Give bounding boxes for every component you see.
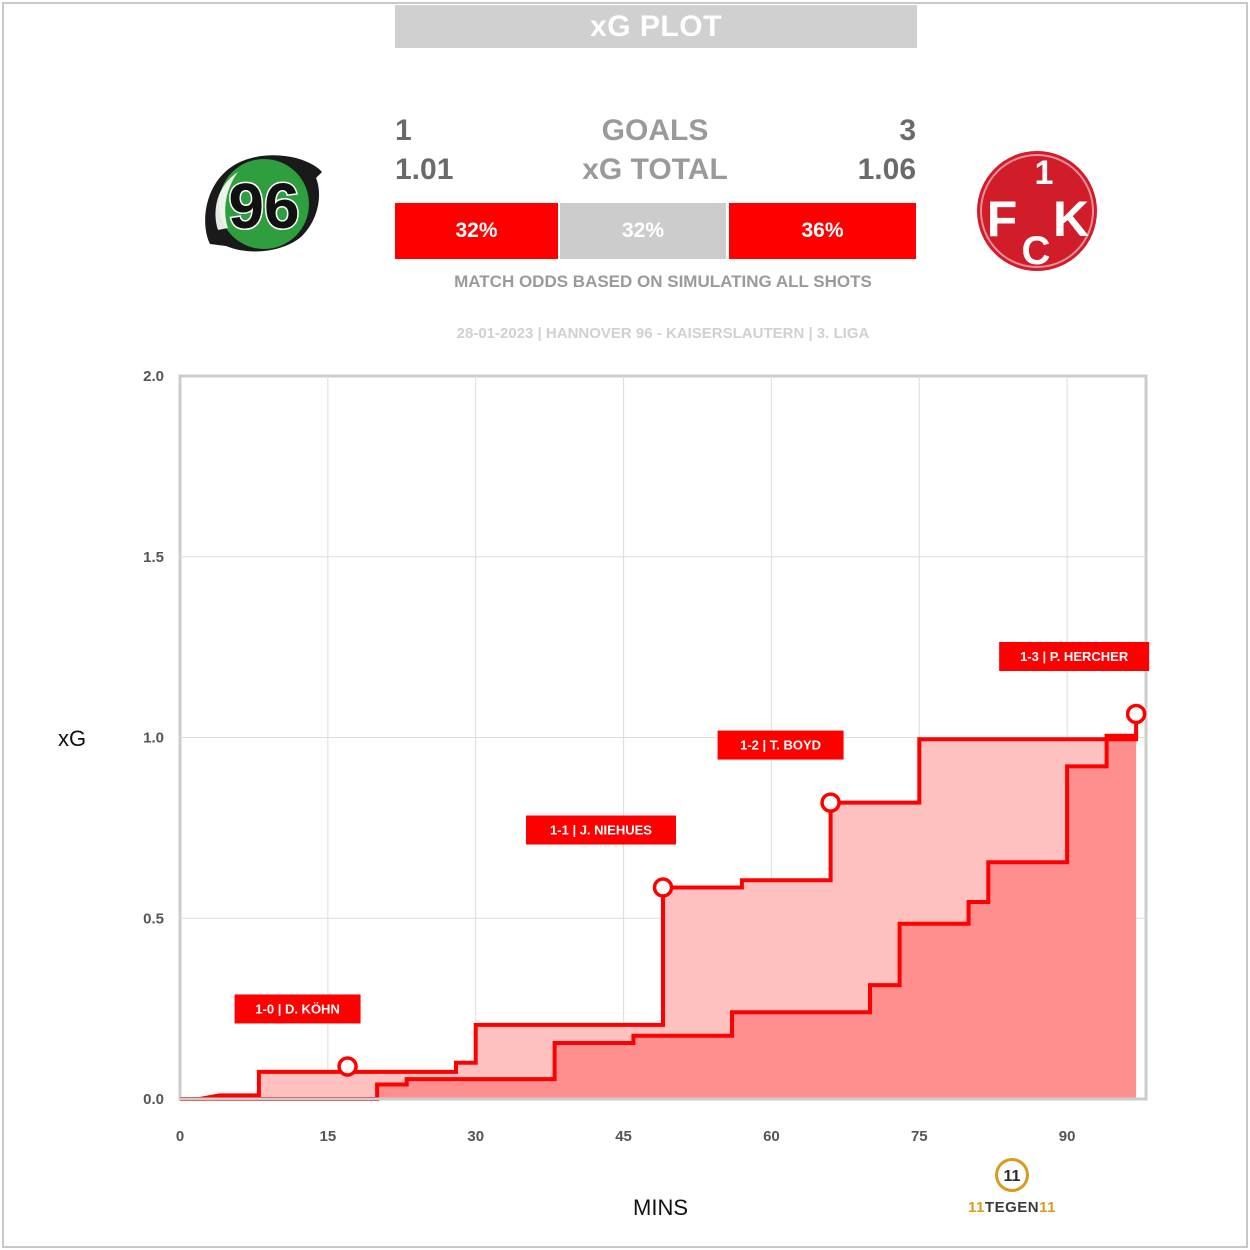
away-xg-total: 1.06 bbox=[857, 153, 916, 186]
lower-step-line bbox=[180, 733, 1139, 1101]
goal-label-box bbox=[526, 815, 676, 845]
x-tick-label: 90 bbox=[1059, 1128, 1076, 1145]
goal-label: 1-2 | T. BOYD bbox=[740, 738, 821, 753]
goal-label: 1-1 | J. NIEHUES bbox=[550, 823, 652, 838]
x-axis-title: MINS bbox=[633, 1195, 688, 1220]
y-axis-title: xG bbox=[58, 726, 87, 751]
x-tick-label: 30 bbox=[467, 1128, 484, 1145]
x-tick-label: 60 bbox=[763, 1128, 780, 1145]
home-logo-fill bbox=[219, 159, 309, 249]
x-tick-label: 0 bbox=[176, 1128, 184, 1145]
goal-label: 1-0 | D. KÖHN bbox=[255, 1001, 340, 1016]
y-tick-label: 0.5 bbox=[143, 910, 164, 927]
upper-step-line bbox=[199, 714, 1139, 1101]
brand-logo: 11 11TEGEN11 bbox=[968, 1156, 1056, 1216]
xg-total-label: xG TOTAL bbox=[582, 153, 728, 186]
goal-label-box bbox=[234, 994, 361, 1024]
goal-label-box bbox=[999, 642, 1150, 672]
away-win-odds: 36% bbox=[729, 203, 916, 259]
away-logo-text-c: C bbox=[1022, 229, 1051, 272]
home-logo-text: 96 bbox=[228, 170, 299, 242]
home-goals: 1 bbox=[395, 114, 412, 147]
home-team-logo: 96 bbox=[205, 155, 322, 252]
home-win-odds: 32% bbox=[395, 203, 558, 259]
home-xg-total: 1.01 bbox=[395, 153, 454, 186]
away-logo-text-f: F bbox=[987, 191, 1018, 247]
goal-marker bbox=[337, 1056, 358, 1077]
chart-title: xG PLOT bbox=[395, 5, 917, 48]
lower-area-fill bbox=[180, 735, 1137, 1099]
goal-marker bbox=[652, 877, 674, 898]
draw-odds: 32% bbox=[560, 203, 726, 259]
brand-name: 11TEGEN11 bbox=[968, 1199, 1056, 1216]
away-goals: 3 bbox=[899, 114, 916, 147]
odds-caption: MATCH ODDS BASED ON SIMULATING ALL SHOTS bbox=[454, 272, 872, 291]
y-tick-label: 1.0 bbox=[143, 730, 164, 747]
x-tick-label: 75 bbox=[911, 1128, 928, 1145]
svg-text:11: 11 bbox=[1004, 1168, 1021, 1185]
away-logo-text-k: K bbox=[1053, 191, 1089, 247]
away-team-logo: 1 F C K bbox=[977, 151, 1097, 272]
goals-label: GOALS bbox=[601, 114, 709, 147]
y-tick-label: 0.0 bbox=[143, 1091, 164, 1108]
match-info: 28-01-2023 | HANNOVER 96 - KAISERSLAUTER… bbox=[456, 325, 870, 342]
y-tick-label: 2.0 bbox=[143, 368, 164, 385]
y-tick-label: 1.5 bbox=[143, 549, 164, 566]
brand-badge-icon: 11 bbox=[995, 1158, 1029, 1192]
x-tick-label: 15 bbox=[320, 1128, 337, 1145]
goal-label: 1-3 | P. HERCHER bbox=[1020, 649, 1129, 664]
goal-label-box bbox=[717, 730, 844, 760]
goal-marker bbox=[1125, 703, 1147, 725]
goal-marker bbox=[820, 792, 841, 813]
x-tick-label: 45 bbox=[615, 1128, 632, 1145]
away-logo-text-1: 1 bbox=[1035, 154, 1054, 192]
